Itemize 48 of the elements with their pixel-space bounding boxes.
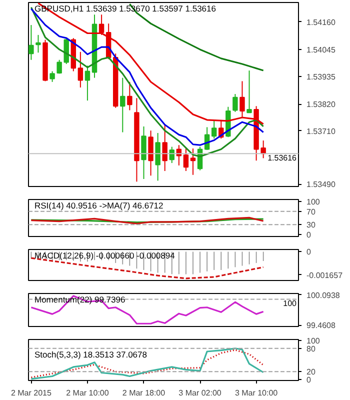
y-tick-label: 0 [306,248,312,257]
candlestick [127,81,132,111]
y-tick-label: 0 [306,375,312,384]
candlestick [232,94,238,112]
candlestick [84,65,90,102]
y-tick-label: 100.0938 [306,290,340,300]
candlestick [98,14,104,36]
x-tick-label: 2 Mar 2015 [10,388,52,398]
candlestick [36,34,41,54]
line-series [30,295,264,324]
candlestick [162,124,168,172]
y-tick-label: 1.53820 [306,100,336,110]
ref-line-label: 100 [283,299,298,308]
candlestick [141,126,146,180]
y-tick-label: 100 [306,197,320,206]
ref-line-label: 1.53616 [268,154,298,163]
y-tick-label: 1.53935 [306,72,336,82]
x-tick-label: 3 Mar 10:00 [234,388,278,398]
y-tick-label: 30 [306,220,316,230]
y-tick-label: 1.53710 [306,126,336,136]
candlestick [155,132,160,182]
x-tick-label: 2 Mar 18:00 [122,388,166,398]
candlestick [28,24,34,60]
candlestick [120,77,126,133]
chart-title: RSI(14) 40.9516 ->MA(7) 46.6712 [34,200,164,210]
candlestick [183,148,189,172]
y-tick-label: 1.54160 [306,18,336,27]
y-tick-label: 1.53490 [306,180,336,190]
candlestick [246,70,252,114]
y-tick-label: 0 [306,230,312,240]
x-tick-label: 2 Mar 10:00 [66,388,110,398]
y-tick-label: 20 [306,368,316,377]
x-tick-label: 3 Mar 02:00 [178,388,222,398]
y-tick-label: -0.001657 [306,270,344,280]
y-tick-label: 1.54045 [306,46,336,55]
chart-title: MACD(12,26,9) -0.000660 -0.000894 [34,250,176,260]
text: Stoch(5,3,3) 18.3513 37.0678 [34,350,148,360]
candlestick [56,59,62,74]
candlestick [240,80,245,118]
candlestick [148,130,154,176]
candlestick [50,70,55,82]
y-tick-label: 80 [306,344,316,354]
candlestick [78,51,84,88]
y-tick-label: 100 [306,336,320,346]
candlestick [211,119,217,140]
y-tick-label: 70 [306,207,316,216]
candlestick [190,148,196,176]
y-tick-label: 99.4608 [306,321,336,330]
